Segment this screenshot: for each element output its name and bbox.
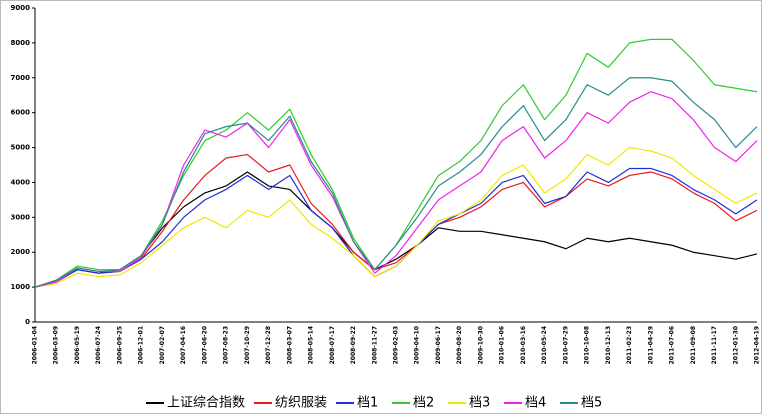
x-tick-label: 2008-03-07 [286,326,293,364]
legend-label: 档2 [413,396,434,411]
x-tick-label: 2006-03-09 [53,326,60,364]
y-tick-label: 3000 [11,213,31,221]
series-line [34,146,758,288]
x-tick-label: 2010-05-24 [541,326,548,364]
x-tick-label: 2007-06-20 [201,326,208,364]
series-line [34,171,758,288]
legend-label: 上证综合指数 [167,396,245,411]
x-tick-label: 2011-02-23 [626,326,633,364]
legend-label: 纺织服装 [275,396,327,411]
y-tick-label: 0 [25,318,30,326]
legend-label: 档1 [357,396,378,411]
x-tick-label: 2008-11-27 [371,326,378,364]
x-tick-label: 2012-04-19 [754,326,761,364]
x-tick-label: 2006-01-04 [32,326,39,364]
x-tick-label: 2011-04-29 [647,326,654,364]
x-tick-label: 2006-12-01 [138,326,145,364]
x-tick-label: 2011-11-17 [711,326,718,364]
legend-label: 档3 [469,396,490,411]
y-tick-label: 6000 [11,109,31,117]
y-tick-label: 9000 [11,4,31,12]
x-tick-label: 2009-04-10 [414,326,421,364]
x-tick-label: 2010-12-13 [605,326,612,364]
y-tick-label: 8000 [11,39,31,47]
x-tick-label: 2009-10-30 [477,326,484,364]
y-tick-label: 5000 [11,144,31,152]
legend-label: 档4 [525,396,546,411]
x-tick-label: 2010-10-08 [584,326,591,364]
series-line [34,77,758,288]
series-line [34,167,758,288]
x-tick-label: 2008-07-17 [329,326,336,364]
x-tick-label: 2012-01-30 [732,326,739,364]
x-tick-label: 2010-01-06 [499,326,506,364]
x-tick-label: 2011-07-06 [669,326,676,364]
x-tick-label: 2008-05-14 [308,326,315,364]
y-tick-label: 4000 [11,178,31,186]
x-tick-label: 2008-09-22 [350,326,357,364]
x-tick-label: 2007-04-16 [180,326,187,364]
legend-label: 档5 [581,396,602,411]
x-tick-label: 2009-08-20 [456,326,463,364]
x-tick-label: 2006-07-24 [95,326,102,364]
y-tick-label: 7000 [11,74,31,82]
x-tick-label: 2010-07-29 [562,326,569,364]
x-tick-label: 2011-09-08 [690,326,697,364]
x-tick-label: 2007-10-29 [244,326,251,364]
x-tick-label: 2006-09-25 [116,326,123,364]
x-tick-label: 2009-02-03 [393,326,400,364]
x-tick-label: 2009-06-17 [435,326,442,364]
x-tick-label: 2006-05-19 [74,326,81,364]
x-tick-label: 2007-08-23 [223,326,230,364]
series-line [34,38,758,288]
y-tick-label: 1000 [11,283,31,291]
x-tick-label: 2010-03-16 [520,326,527,364]
x-tick-label: 2007-12-28 [265,326,272,364]
y-tick-label: 2000 [11,248,31,256]
x-tick-label: 2007-02-07 [159,326,166,364]
series-line [34,153,758,288]
